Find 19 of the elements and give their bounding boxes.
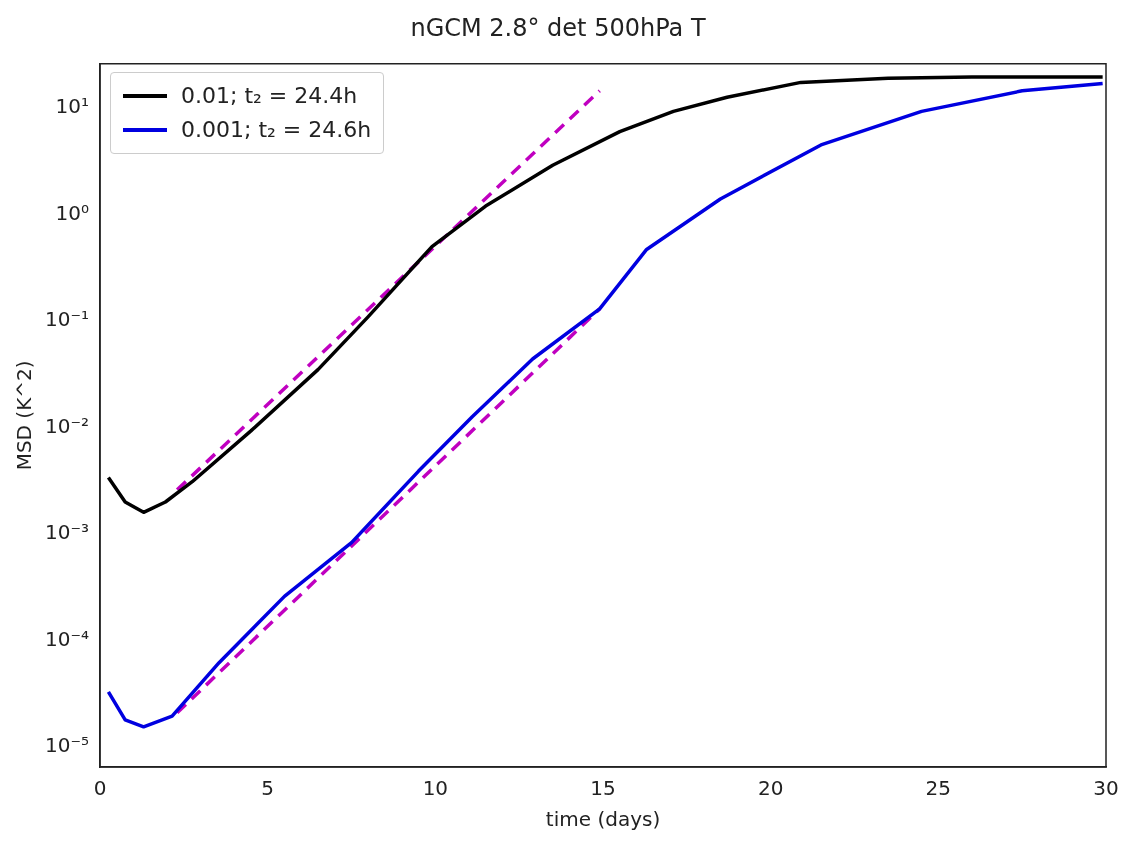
y-tick-label: 10¹	[55, 94, 90, 119]
y-tick-label: 10⁰	[55, 200, 90, 225]
y-tick-label: 10⁻⁵	[44, 733, 90, 758]
y-tick-label: 10⁻³	[44, 520, 90, 545]
y-axis-title: MSD (K^2)	[12, 360, 37, 471]
x-tick-label: 5	[261, 776, 275, 801]
legend-label: 0.01; t₂ = 24.4h	[181, 81, 358, 110]
x-tick-label: 25	[925, 776, 952, 801]
x-tick-label: 0	[93, 776, 107, 801]
y-tick-label: 10⁻¹	[44, 307, 90, 332]
y-tick-label: 10⁻⁴	[44, 626, 90, 651]
chart-title: nGCM 2.8° det 500hPa T	[410, 13, 706, 42]
x-tick-label: 15	[590, 776, 616, 801]
x-tick-label: 20	[757, 776, 784, 801]
x-tick-label: 30	[1093, 776, 1119, 801]
y-tick-label: 10⁻²	[44, 413, 90, 438]
x-tick-label: 10	[422, 776, 449, 801]
x-axis-title: time (days)	[545, 807, 661, 832]
legend-label: 0.001; t₂ = 24.6h	[181, 115, 372, 144]
